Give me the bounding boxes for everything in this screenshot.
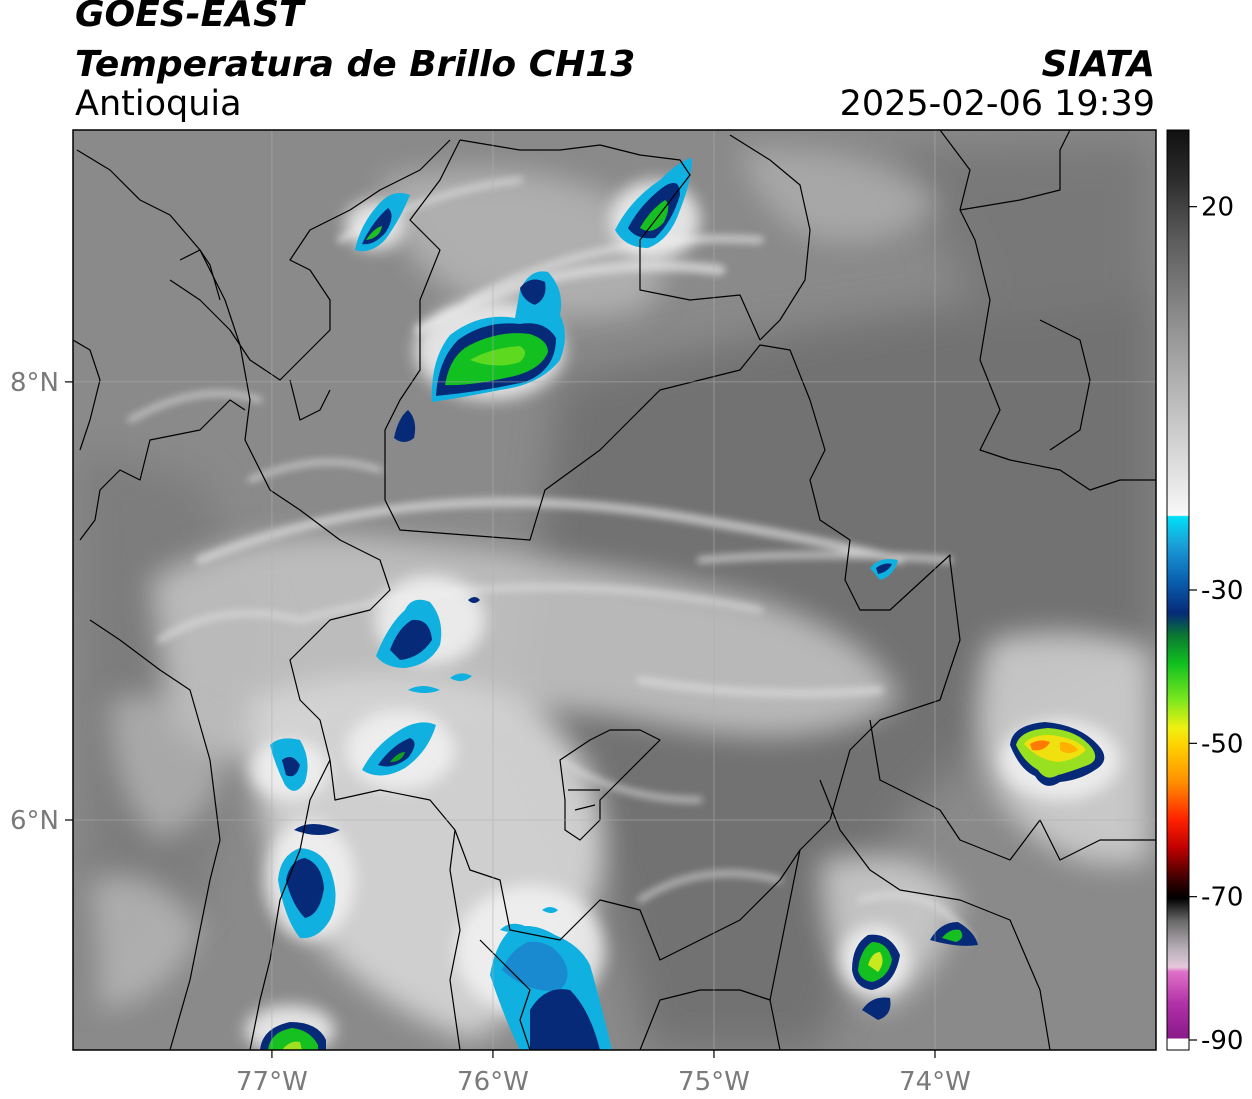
product-title: Temperatura de Brillo CH13 — [75, 44, 636, 85]
datetime-label: 2025-02-06 19:39 — [839, 84, 1155, 124]
colorbar-tick-label: -30 — [1201, 576, 1243, 606]
colorbar — [1166, 129, 1190, 1051]
longitude-axis: 77°W 76°W 75°W 74°W — [236, 1050, 971, 1097]
latitude-axis: 8°N 6°N — [10, 368, 73, 836]
colorbar-tick-label: -50 — [1201, 729, 1243, 759]
organization-label: SIATA — [1041, 44, 1155, 85]
colorbar-tick-label: 20 — [1201, 193, 1234, 223]
graticule — [73, 130, 1156, 1050]
colorbar-tick-label: -90 — [1201, 1026, 1243, 1056]
longitude-tick-label: 75°W — [678, 1067, 750, 1097]
region-label: Antioquia — [75, 84, 242, 124]
latitude-tick-label: 6°N — [10, 806, 59, 836]
map-frame — [72, 129, 1157, 1051]
convective-cells — [260, 158, 1105, 1050]
map-boundaries — [73, 130, 1156, 1050]
satellite-title: GOES-EAST — [75, 0, 304, 35]
latitude-tick-label: 8°N — [10, 368, 59, 398]
satellite-image — [73, 130, 1156, 1050]
longitude-tick-label: 76°W — [457, 1067, 529, 1097]
longitude-tick-label: 77°W — [236, 1067, 308, 1097]
longitude-tick-label: 74°W — [899, 1067, 971, 1097]
colorbar-tick-label: -70 — [1201, 883, 1243, 913]
colorbar-ticks: 20 -30 -50 -70 -90 — [1189, 193, 1243, 1056]
